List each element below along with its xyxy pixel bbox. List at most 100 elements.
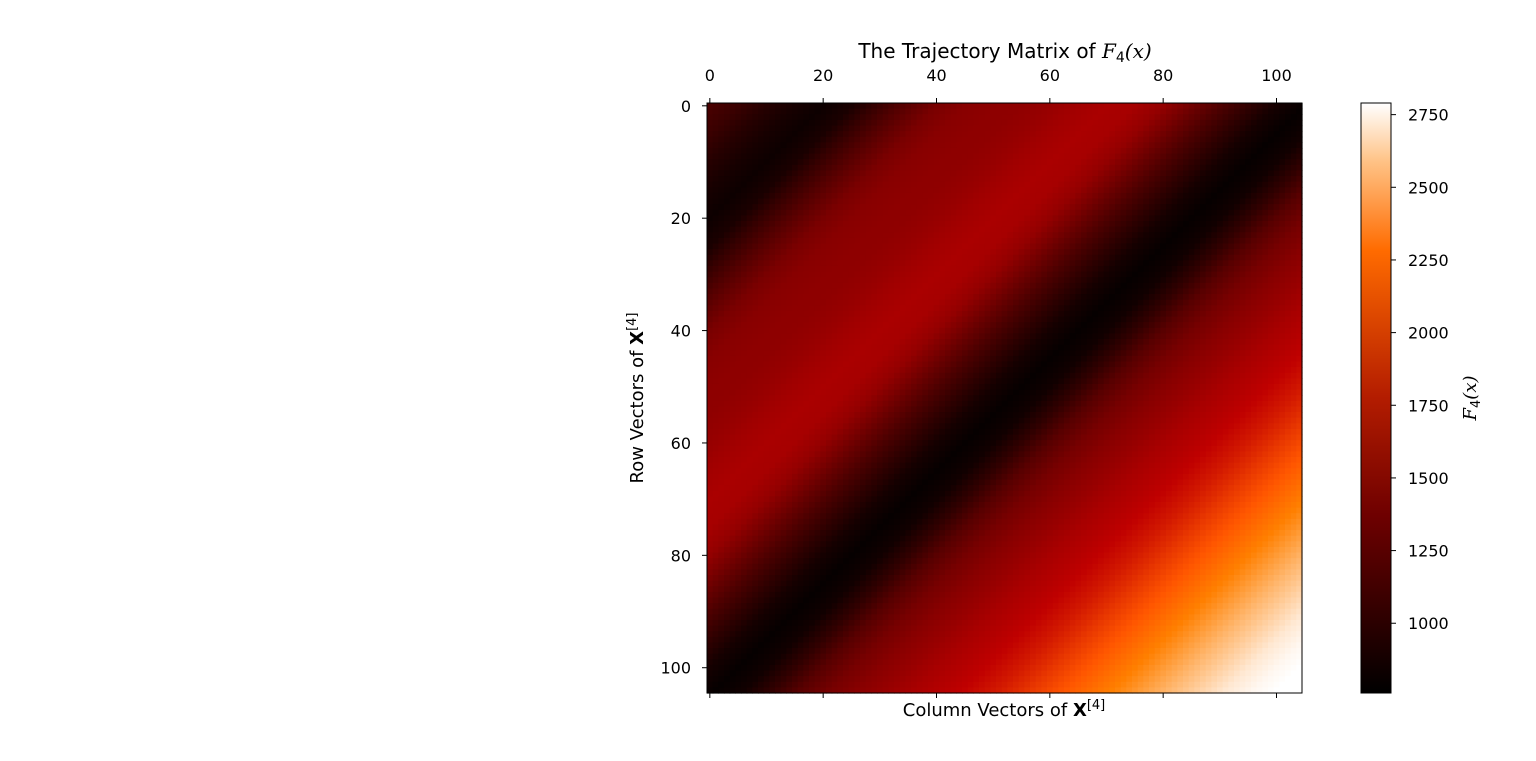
heatmap-cell bbox=[1137, 254, 1144, 261]
heatmap-cell bbox=[1018, 226, 1025, 233]
heatmap-cell bbox=[1154, 294, 1161, 301]
heatmap-cell bbox=[984, 192, 991, 200]
heatmap-cell bbox=[945, 221, 952, 228]
heatmap-cell bbox=[1188, 136, 1195, 143]
heatmap-cell bbox=[1217, 305, 1224, 312]
heatmap-cell bbox=[973, 305, 980, 312]
heatmap-cell bbox=[724, 288, 731, 295]
heatmap-cell bbox=[729, 316, 736, 323]
heatmap-cell bbox=[967, 221, 974, 228]
heatmap-cell bbox=[865, 327, 872, 334]
heatmap-cell bbox=[962, 344, 969, 351]
heatmap-cell bbox=[1120, 327, 1127, 334]
heatmap-cell bbox=[752, 131, 759, 138]
heatmap-cell bbox=[1296, 361, 1303, 368]
heatmap-cell bbox=[1115, 103, 1122, 110]
heatmap-cell bbox=[1188, 125, 1195, 132]
heatmap-cell bbox=[746, 232, 753, 239]
heatmap-cell bbox=[877, 226, 884, 233]
heatmap-cell bbox=[1166, 316, 1173, 323]
heatmap-cell bbox=[1171, 265, 1178, 273]
heatmap-cell bbox=[1047, 243, 1054, 250]
heatmap-cell bbox=[1137, 221, 1144, 228]
heatmap-cell bbox=[752, 288, 759, 295]
heatmap-cell bbox=[1041, 226, 1048, 233]
heatmap-cell bbox=[1018, 282, 1025, 290]
heatmap-cell bbox=[1183, 355, 1190, 363]
heatmap-cell bbox=[809, 131, 816, 138]
heatmap-cell bbox=[780, 198, 787, 205]
heatmap-cell bbox=[752, 249, 759, 256]
heatmap-cell bbox=[786, 339, 793, 346]
heatmap-cell bbox=[1217, 209, 1224, 216]
heatmap-cell bbox=[809, 265, 816, 273]
heatmap-cell bbox=[1018, 265, 1025, 273]
heatmap-cell bbox=[933, 114, 940, 121]
heatmap-cell bbox=[769, 215, 776, 222]
heatmap-cell bbox=[1052, 114, 1059, 121]
heatmap-cell bbox=[1296, 103, 1303, 110]
heatmap-cell bbox=[1092, 198, 1099, 205]
heatmap-cell bbox=[1092, 215, 1099, 222]
heatmap-cell bbox=[1188, 142, 1195, 149]
heatmap-cell bbox=[865, 209, 872, 216]
heatmap-cell bbox=[1211, 131, 1218, 138]
heatmap-cell bbox=[843, 204, 850, 211]
heatmap-cell bbox=[1035, 221, 1042, 228]
heatmap-cell bbox=[797, 355, 804, 363]
heatmap-cell bbox=[1200, 339, 1207, 346]
heatmap-cell bbox=[1296, 119, 1303, 127]
heatmap-cell bbox=[1030, 355, 1037, 363]
heatmap-cell bbox=[1183, 288, 1190, 295]
heatmap-cell bbox=[899, 181, 906, 188]
heatmap-cell bbox=[1251, 310, 1258, 318]
heatmap-cell bbox=[1262, 108, 1269, 115]
heatmap-cell bbox=[729, 176, 736, 183]
heatmap-cell bbox=[735, 142, 742, 149]
heatmap-cell bbox=[780, 142, 787, 149]
heatmap-cell bbox=[1205, 142, 1212, 149]
heatmap-cell bbox=[769, 350, 776, 357]
heatmap-cell bbox=[1115, 209, 1122, 216]
heatmap-cell bbox=[905, 282, 912, 290]
heatmap-cell bbox=[979, 131, 986, 138]
heatmap-cell bbox=[1205, 131, 1212, 138]
heatmap-cell bbox=[928, 164, 935, 172]
heatmap-cell bbox=[707, 209, 714, 216]
heatmap-cell bbox=[1001, 299, 1008, 306]
heatmap-cell bbox=[752, 254, 759, 261]
heatmap-cell bbox=[1177, 260, 1184, 267]
heatmap-cell bbox=[707, 243, 714, 250]
heatmap-cell bbox=[1081, 277, 1088, 284]
heatmap-cell bbox=[1171, 271, 1178, 278]
heatmap-cell bbox=[1030, 192, 1037, 200]
heatmap-cell bbox=[1279, 204, 1286, 211]
heatmap-cell bbox=[945, 310, 952, 318]
heatmap-cell bbox=[888, 316, 895, 323]
heatmap-cell bbox=[752, 333, 759, 340]
heatmap-cell bbox=[1126, 147, 1133, 155]
heatmap-cell bbox=[1251, 131, 1258, 138]
heatmap-cell bbox=[1007, 103, 1014, 110]
heatmap-cell bbox=[820, 181, 827, 188]
heatmap-cell bbox=[809, 294, 816, 301]
heatmap-cell bbox=[780, 221, 787, 228]
heatmap-cell bbox=[1251, 299, 1258, 306]
heatmap-cell bbox=[780, 277, 787, 284]
heatmap-cell bbox=[979, 103, 986, 110]
heatmap-cell bbox=[871, 310, 878, 318]
heatmap-cell bbox=[945, 339, 952, 346]
heatmap-cell bbox=[922, 305, 929, 312]
heatmap-cell bbox=[729, 170, 736, 177]
heatmap-cell bbox=[945, 131, 952, 138]
heatmap-cell bbox=[1194, 187, 1201, 194]
heatmap-cell bbox=[746, 226, 753, 233]
heatmap-cell bbox=[1239, 355, 1246, 363]
heatmap-cell bbox=[1064, 159, 1071, 166]
heatmap-cell bbox=[916, 209, 923, 216]
heatmap-cell bbox=[1109, 260, 1116, 267]
heatmap-cell bbox=[769, 237, 776, 245]
heatmap-cell bbox=[945, 361, 952, 368]
heatmap-cell bbox=[1296, 209, 1303, 216]
heatmap-cell bbox=[911, 322, 918, 329]
